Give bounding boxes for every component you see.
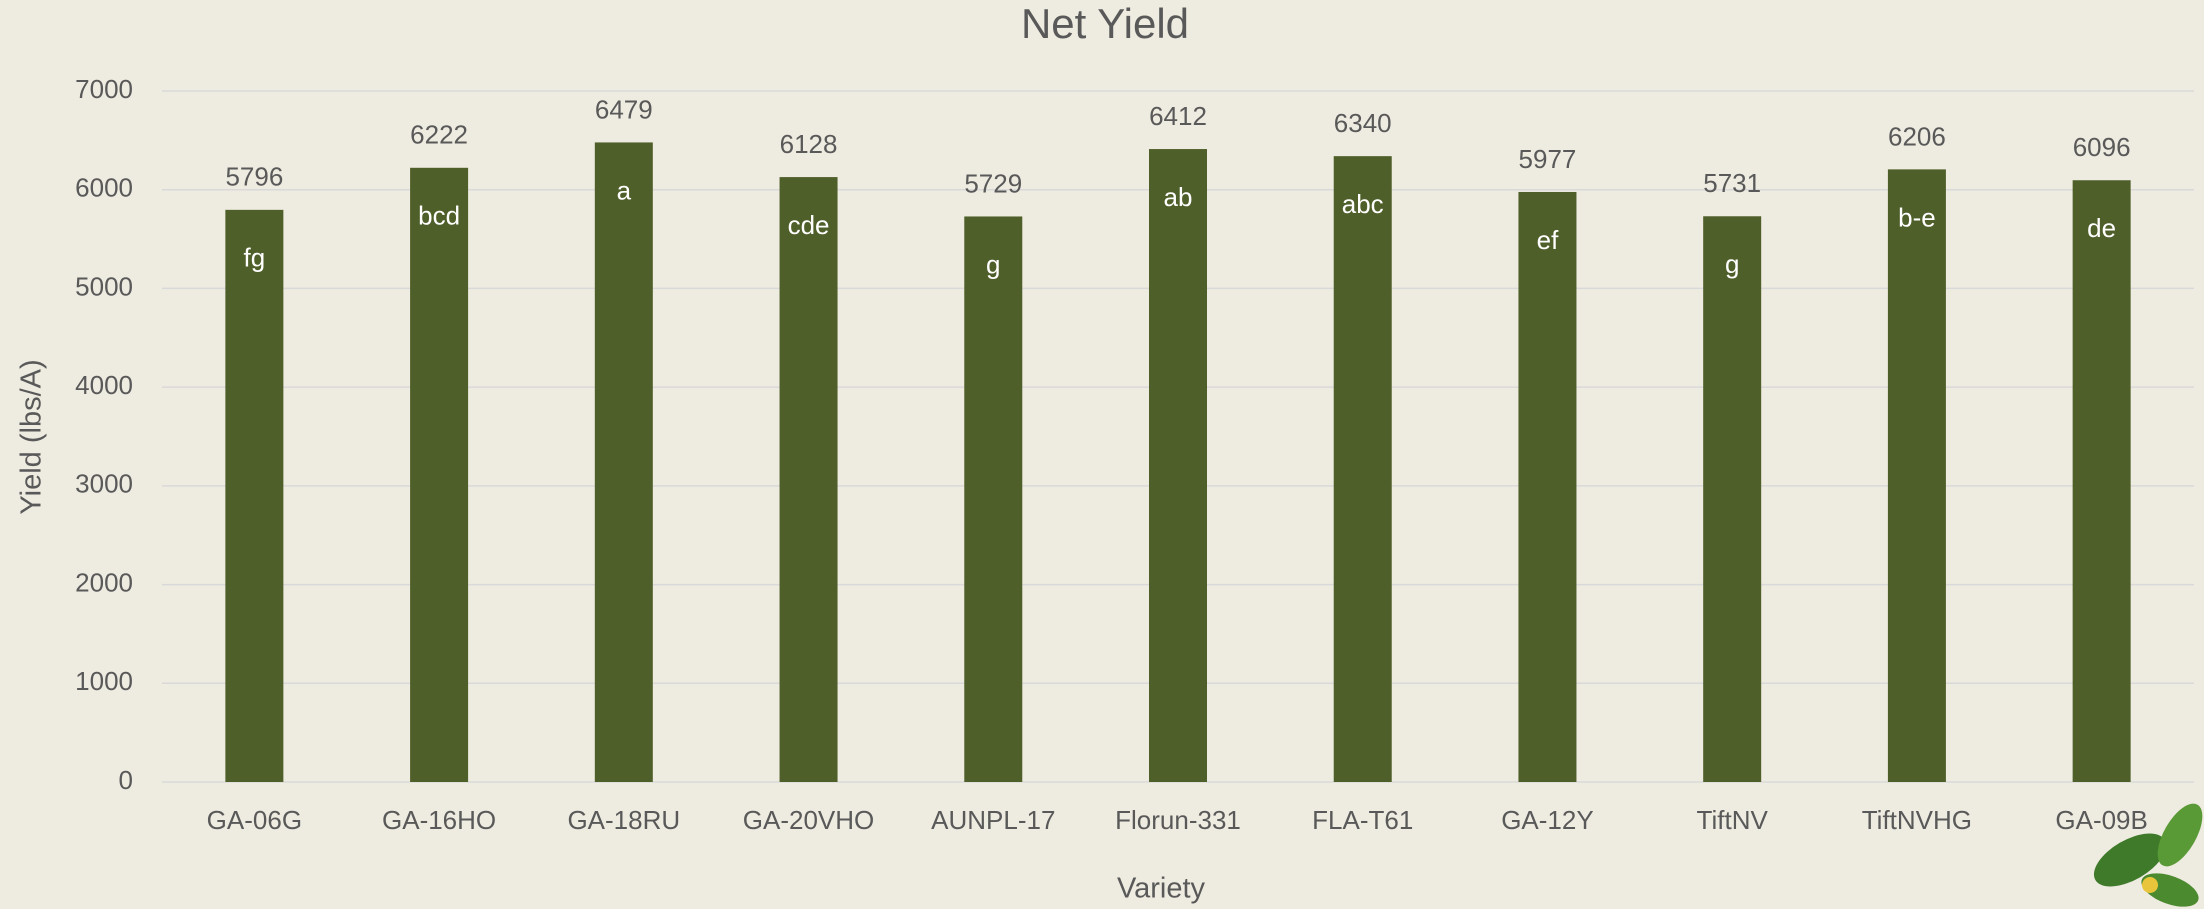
x-tick-label: GA-12Y (1501, 805, 1594, 835)
bar (1887, 169, 1946, 782)
value-label: 6222 (410, 120, 468, 150)
bar (2072, 180, 2131, 782)
y-tick-label: 7000 (75, 74, 133, 104)
value-label: 6479 (595, 94, 653, 124)
chart-title: Net Yield (1021, 0, 1189, 47)
significance-letter: ef (1537, 225, 1559, 255)
x-tick-label: GA-09B (2055, 805, 2148, 835)
y-tick-label: 3000 (75, 469, 133, 499)
y-tick-label: 1000 (75, 666, 133, 696)
x-tick-label: TiftNV (1697, 805, 1769, 835)
y-tick-label: 5000 (75, 271, 133, 301)
significance-letter: a (617, 175, 632, 205)
bar (1518, 191, 1577, 782)
bar (964, 216, 1023, 783)
x-axis-title: Variety (1117, 873, 1206, 905)
bar (594, 142, 653, 782)
y-axis-title: Yield (lbs/A) (16, 359, 48, 514)
value-label: 6096 (2073, 132, 2131, 162)
leaf-decoration (2093, 803, 2203, 907)
significance-letter: ab (1164, 182, 1193, 212)
y-tick-label: 6000 (75, 173, 133, 203)
significance-letter: de (2087, 213, 2116, 243)
y-tick-label: 4000 (75, 370, 133, 400)
value-label: 6340 (1334, 108, 1392, 138)
bar (410, 167, 469, 783)
x-tick-label: GA-18RU (567, 805, 680, 835)
x-tick-label: GA-16HO (382, 805, 496, 835)
x-tick-label: AUNPL-17 (931, 805, 1055, 835)
significance-letter: abc (1342, 189, 1384, 219)
x-tick-label: Florun-331 (1115, 805, 1241, 835)
value-label: 5977 (1519, 144, 1577, 174)
significance-letter: fg (244, 243, 266, 273)
value-label: 6128 (780, 129, 838, 159)
y-tick-label: 0 (119, 765, 133, 795)
x-tick-label: GA-20VHO (743, 805, 875, 835)
significance-letter: bcd (418, 201, 460, 231)
x-tick-label: GA-06G (207, 805, 302, 835)
bar (779, 177, 838, 782)
value-label: 5731 (1703, 168, 1761, 198)
significance-letter: g (1725, 249, 1739, 279)
bar (1149, 149, 1207, 782)
value-label: 5729 (964, 168, 1022, 198)
y-tick-label: 2000 (75, 567, 133, 597)
bar (1703, 216, 1762, 782)
bar (225, 209, 284, 783)
value-label: 6206 (1888, 121, 1946, 151)
value-label: 6412 (1149, 101, 1207, 131)
value-label: 5796 (225, 162, 283, 192)
bar (1333, 156, 1392, 782)
significance-letter: cde (788, 210, 830, 240)
significance-letter: g (986, 249, 1000, 279)
x-tick-label: TiftNVHG (1862, 805, 1972, 835)
significance-letter: b-e (1898, 202, 1936, 232)
x-tick-label: FLA-T61 (1312, 805, 1413, 835)
